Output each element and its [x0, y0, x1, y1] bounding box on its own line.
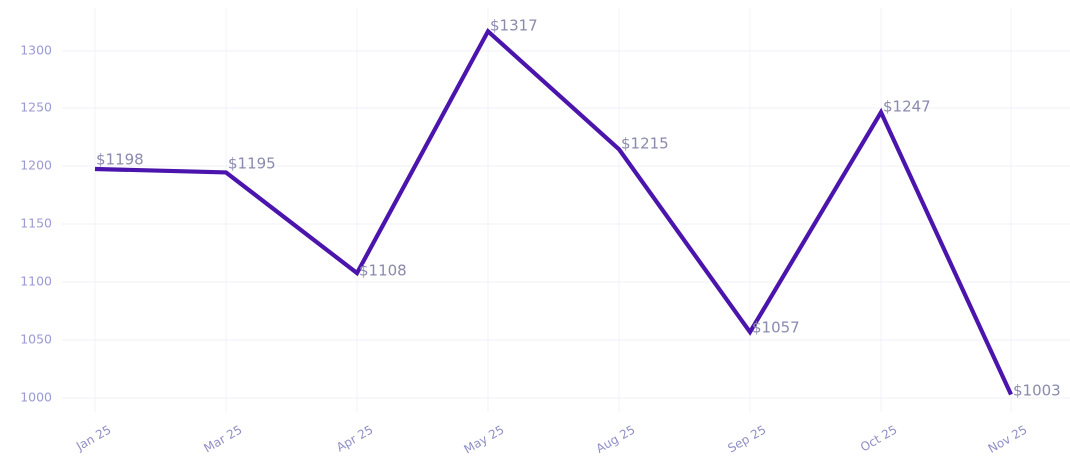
vertical-gridlines — [94, 8, 1012, 412]
point-label: $1057 — [752, 319, 800, 337]
point-label: $1247 — [883, 98, 931, 116]
y-axis-ticks: 1300 1250 1200 1150 1100 1050 1000 — [20, 43, 52, 405]
point-label: $1215 — [621, 135, 669, 153]
x-tick-label: May 25 — [461, 422, 506, 456]
x-tick-label: Mar 25 — [201, 422, 244, 455]
x-tick-label: Oct 25 — [858, 422, 900, 454]
y-tick-label: 1200 — [20, 158, 52, 173]
x-tick-label: Sep 25 — [725, 422, 768, 455]
x-axis-ticks: Jan 25 Mar 25 Apr 25 May 25 Aug 25 Sep 2… — [73, 422, 1029, 456]
x-tick-label: Aug 25 — [594, 422, 638, 455]
point-label: $1108 — [359, 262, 407, 280]
point-label: $1198 — [96, 151, 144, 169]
horizontal-gridlines — [62, 50, 1070, 399]
y-tick-label: 1250 — [20, 100, 52, 115]
series-line-path — [94, 27, 1013, 396]
y-tick-label: 1300 — [20, 43, 52, 58]
point-label: $1317 — [490, 17, 538, 35]
x-tick-label: Apr 25 — [334, 422, 376, 454]
y-tick-label: 1100 — [20, 274, 52, 289]
point-value-labels: $1198 $1195 $1108 $1317 $1215 $1057 $124… — [96, 17, 1061, 400]
point-label: $1003 — [1013, 382, 1061, 400]
x-tick-label: Jan 25 — [73, 422, 113, 453]
x-tick-label: Nov 25 — [986, 422, 1030, 455]
y-tick-label: 1050 — [20, 332, 52, 347]
y-tick-label: 1000 — [20, 390, 52, 405]
point-label: $1195 — [228, 155, 276, 173]
y-tick-label: 1150 — [20, 216, 52, 231]
